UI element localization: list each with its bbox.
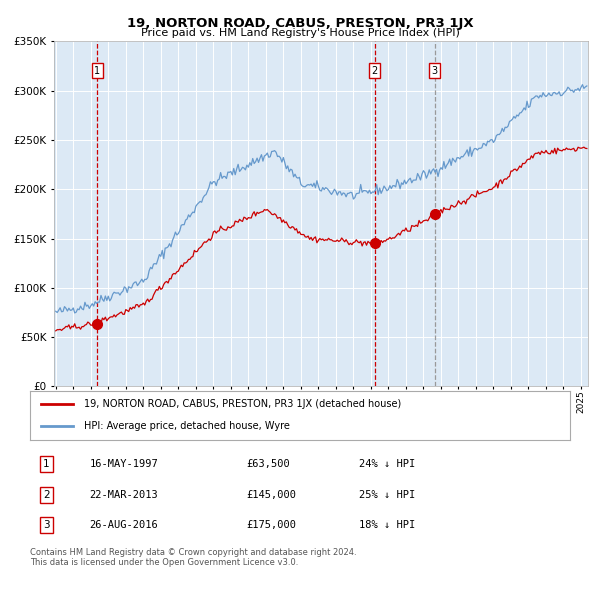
Text: 1: 1	[94, 66, 100, 76]
Text: 16-MAY-1997: 16-MAY-1997	[89, 459, 158, 469]
Text: 24% ↓ HPI: 24% ↓ HPI	[359, 459, 416, 469]
Text: 18% ↓ HPI: 18% ↓ HPI	[359, 520, 416, 530]
Text: 19, NORTON ROAD, CABUS, PRESTON, PR3 1JX (detached house): 19, NORTON ROAD, CABUS, PRESTON, PR3 1JX…	[84, 399, 401, 409]
Text: £63,500: £63,500	[246, 459, 290, 469]
Text: HPI: Average price, detached house, Wyre: HPI: Average price, detached house, Wyre	[84, 421, 290, 431]
Text: 3: 3	[43, 520, 50, 530]
Text: 1: 1	[43, 459, 50, 469]
Text: Price paid vs. HM Land Registry's House Price Index (HPI): Price paid vs. HM Land Registry's House …	[140, 28, 460, 38]
Text: £175,000: £175,000	[246, 520, 296, 530]
Text: 19, NORTON ROAD, CABUS, PRESTON, PR3 1JX: 19, NORTON ROAD, CABUS, PRESTON, PR3 1JX	[127, 17, 473, 30]
Text: £145,000: £145,000	[246, 490, 296, 500]
Text: 26-AUG-2016: 26-AUG-2016	[89, 520, 158, 530]
Text: 25% ↓ HPI: 25% ↓ HPI	[359, 490, 416, 500]
Text: Contains HM Land Registry data © Crown copyright and database right 2024.
This d: Contains HM Land Registry data © Crown c…	[30, 548, 356, 567]
Text: 2: 2	[43, 490, 50, 500]
Text: 22-MAR-2013: 22-MAR-2013	[89, 490, 158, 500]
Text: 2: 2	[371, 66, 378, 76]
Text: 3: 3	[432, 66, 438, 76]
